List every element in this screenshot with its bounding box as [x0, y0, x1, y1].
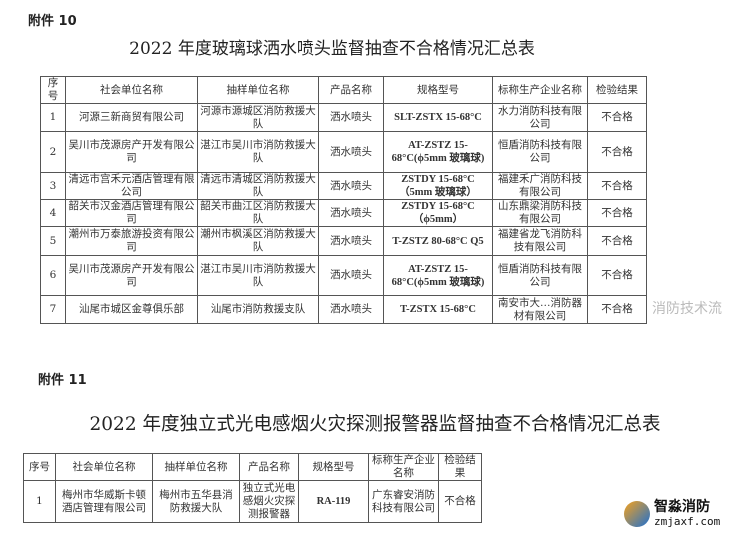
table-cell: 河源三新商贸有限公司	[65, 103, 198, 132]
table-cell: 梅州市五华县消防救援大队	[152, 480, 240, 523]
logo-icon	[624, 501, 650, 527]
table-cell: 南安市大…消防器材有限公司	[492, 295, 588, 324]
table-cell: 韶关市汉金酒店管理有限公司	[65, 199, 198, 227]
table-cell: AT-ZSTZ 15-68°C(ϕ5mm 玻璃球)	[383, 255, 493, 296]
table-cell: 不合格	[587, 255, 647, 296]
table-row: 5 潮州市万泰旅游投资有限公司 潮州市枫溪区消防救援大队 洒水喷头 T-ZSTZ 80-…	[40, 226, 647, 256]
table-row: 3 清远市宫禾元酒店管理有限公司 清远市清城区消防救援大队 洒水喷头 ZSTDY 15-…	[40, 172, 647, 200]
watermark: 消防技术流	[652, 301, 722, 317]
table-cell: 不合格	[587, 131, 647, 173]
table-cell: 清远市宫禾元酒店管理有限公司	[65, 172, 198, 200]
table-row: 4 韶关市汉金酒店管理有限公司 韶关市曲江区消防救援大队 洒水喷头 ZSTDY 15-6…	[40, 199, 647, 227]
table-cell: ZSTDY 15-68°C（ϕ5mm）	[383, 199, 493, 227]
table-cell: 洒水喷头	[318, 226, 384, 256]
attachment-label-10: 附件 10	[28, 14, 77, 29]
table-cell: 水力消防科技有限公司	[492, 103, 588, 132]
table-cell: 独立式光电感烟火灾探测报警器	[239, 480, 299, 523]
table-title-2: 2022 年度独立式光电感烟火灾探测报警器监督抽查不合格情况汇总表	[89, 414, 661, 435]
table-cell: 洒水喷头	[318, 172, 384, 200]
header-cell: 社会单位名称	[55, 453, 153, 481]
table-cell: 湛江市吴川市消防救援大队	[197, 255, 319, 296]
table-cell: RA-119	[298, 480, 369, 523]
header-cell: 检验结果	[438, 453, 482, 481]
header-cell: 抽样单位名称	[152, 453, 240, 481]
table-cell: 洒水喷头	[318, 131, 384, 173]
table-cell: 福建省龙飞消防科技有限公司	[492, 226, 588, 256]
table-cell: T-ZSTZ 80-68°C Q5	[383, 226, 493, 256]
header-cell: 检验结果	[587, 76, 647, 104]
table-cell: 洒水喷头	[318, 255, 384, 296]
table-row: 6 吴川市茂源房产开发有限公司 湛江市吴川市消防救援大队 洒水喷头 AT-ZSTZ 15…	[40, 255, 647, 296]
table-cell: 清远市清城区消防救援大队	[197, 172, 319, 200]
header-cell: 序号	[23, 453, 56, 481]
table-cell: 不合格	[587, 103, 647, 132]
table-cell: 不合格	[587, 172, 647, 200]
table-cell: SLT-ZSTX 15-68°C	[383, 103, 493, 132]
header-cell: 产品名称	[318, 76, 384, 104]
logo-name: 智淼消防	[654, 499, 710, 515]
table-cell: 韶关市曲江区消防救援大队	[197, 199, 319, 227]
header-cell: 抽样单位名称	[197, 76, 319, 104]
site-logo: 智淼消防 zmjaxf.com	[624, 500, 720, 528]
header-cell: 规格型号	[298, 453, 369, 481]
table-cell: 不合格	[587, 226, 647, 256]
table-cell: AT-ZSTZ 15-68°C(ϕ5mm 玻璃球)	[383, 131, 493, 173]
table-cell: 汕尾市消防救援支队	[197, 295, 319, 324]
table-cell: 4	[40, 199, 66, 227]
table-cell: T-ZSTX 15-68°C	[383, 295, 493, 324]
header-row: 序号 社会单位名称 抽样单位名称 产品名称 规格型号 标称生产企业名称 检验结果	[40, 76, 647, 104]
detector-table: 序号 社会单位名称 抽样单位名称 产品名称 规格型号 标称生产企业名称 检验结果 1 梅州市华威…	[23, 453, 482, 523]
table-cell: 洒水喷头	[318, 199, 384, 227]
table-cell: 3	[40, 172, 66, 200]
table-cell: 1	[23, 480, 56, 523]
table-row: 1 梅州市华威斯卡顿酒店管理有限公司 梅州市五华县消防救援大队 独立式光电感烟火灾探测…	[23, 480, 482, 523]
header-cell: 规格型号	[383, 76, 493, 104]
header-cell: 产品名称	[239, 453, 299, 481]
table-cell: 5	[40, 226, 66, 256]
table-cell: 6	[40, 255, 66, 296]
attachment-label-11: 附件 11	[38, 373, 87, 388]
logo-url: zmjaxf.com	[654, 515, 721, 528]
table-cell: 广东睿安消防科技有限公司	[368, 480, 439, 523]
table-row: 7 汕尾市城区金尊俱乐部 汕尾市消防救援支队 洒水喷头 T-ZSTX 15-68°C 南安…	[40, 295, 647, 324]
table-cell: 福建禾广消防科技有限公司	[492, 172, 588, 200]
table-cell: 不合格	[587, 295, 647, 324]
table-cell: 1	[40, 103, 66, 132]
table-cell: 7	[40, 295, 66, 324]
table-cell: ZSTDY 15-68°C（5mm 玻璃球）	[383, 172, 493, 200]
table-cell: 梅州市华威斯卡顿酒店管理有限公司	[55, 480, 153, 523]
header-row: 序号 社会单位名称 抽样单位名称 产品名称 规格型号 标称生产企业名称 检验结果	[23, 453, 482, 481]
header-cell: 标称生产企业名称	[368, 453, 439, 481]
table-cell: 2	[40, 131, 66, 173]
table-row: 2 吴川市茂源房产开发有限公司 湛江市吴川市消防救援大队 洒水喷头 AT-ZSTZ 15…	[40, 131, 647, 173]
table-cell: 恒盾消防科技有限公司	[492, 255, 588, 296]
table-row: 1 河源三新商贸有限公司 河源市源城区消防救援大队 洒水喷头 SLT-ZSTX 15-6…	[40, 103, 647, 132]
table-cell: 洒水喷头	[318, 103, 384, 132]
header-cell: 标称生产企业名称	[492, 76, 588, 104]
header-cell: 社会单位名称	[65, 76, 198, 104]
table-cell: 恒盾消防科技有限公司	[492, 131, 588, 173]
header-cell: 序号	[40, 76, 66, 104]
table-cell: 吴川市茂源房产开发有限公司	[65, 131, 198, 173]
table-cell: 湛江市吴川市消防救援大队	[197, 131, 319, 173]
table-cell: 潮州市枫溪区消防救援大队	[197, 226, 319, 256]
table-cell: 不合格	[587, 199, 647, 227]
table-cell: 山东鼎梁消防科技有限公司	[492, 199, 588, 227]
sprinkler-table: 序号 社会单位名称 抽样单位名称 产品名称 规格型号 标称生产企业名称 检验结果 1 河源三新商…	[40, 76, 647, 324]
table-cell: 河源市源城区消防救援大队	[197, 103, 319, 132]
table-title-1: 2022 年度玻璃球洒水喷头监督抽查不合格情况汇总表	[129, 39, 535, 59]
table-cell: 汕尾市城区金尊俱乐部	[65, 295, 198, 324]
table-cell: 潮州市万泰旅游投资有限公司	[65, 226, 198, 256]
table-cell: 洒水喷头	[318, 295, 384, 324]
table-cell: 不合格	[438, 480, 482, 523]
table-cell: 吴川市茂源房产开发有限公司	[65, 255, 198, 296]
